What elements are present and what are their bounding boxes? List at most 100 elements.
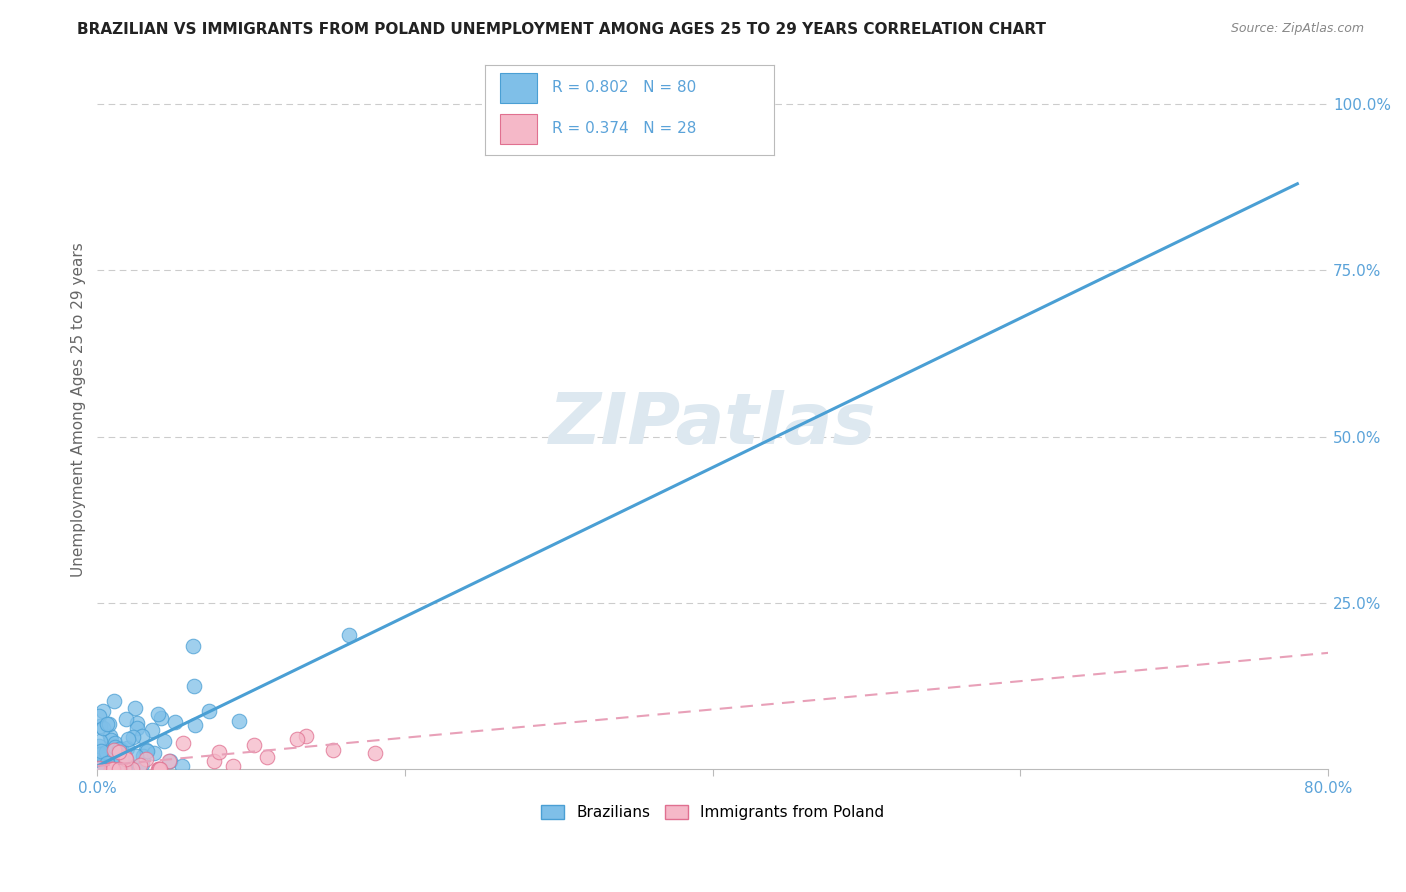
Point	[163, 714, 186, 729]
Point	[108, 762, 131, 776]
Point	[322, 743, 344, 757]
Point	[112, 758, 135, 772]
Point	[96, 761, 118, 775]
Point	[128, 762, 150, 776]
Point	[87, 709, 110, 723]
Point	[111, 762, 134, 776]
Text: BRAZILIAN VS IMMIGRANTS FROM POLAND UNEMPLOYMENT AMONG AGES 25 TO 29 YEARS CORRE: BRAZILIAN VS IMMIGRANTS FROM POLAND UNEM…	[77, 22, 1046, 37]
Point	[91, 721, 114, 735]
Point	[115, 762, 138, 776]
Point	[115, 756, 138, 771]
Point	[202, 754, 225, 768]
Point	[114, 750, 136, 764]
Point	[208, 745, 231, 759]
Point	[285, 732, 308, 747]
Point	[87, 762, 110, 776]
Point	[228, 714, 250, 729]
Text: Source: ZipAtlas.com: Source: ZipAtlas.com	[1230, 22, 1364, 36]
Y-axis label: Unemployment Among Ages 25 to 29 years: Unemployment Among Ages 25 to 29 years	[72, 243, 86, 577]
Point	[93, 752, 115, 766]
Point	[87, 762, 110, 776]
Point	[103, 742, 125, 756]
Point	[143, 746, 166, 760]
Point	[100, 762, 122, 776]
Point	[110, 752, 132, 766]
Point	[87, 762, 110, 776]
Point	[141, 723, 163, 737]
Point	[364, 746, 387, 760]
Point	[96, 756, 118, 770]
Point	[148, 762, 170, 776]
Point	[97, 762, 120, 776]
Point	[87, 761, 110, 775]
Point	[115, 752, 138, 766]
Point	[115, 741, 138, 756]
Point	[89, 747, 111, 761]
Point	[96, 717, 118, 731]
Point	[198, 704, 221, 718]
Point	[159, 754, 181, 768]
Point	[146, 706, 169, 721]
Point	[94, 749, 117, 764]
Point	[104, 762, 127, 776]
Point	[107, 742, 129, 756]
Point	[91, 704, 114, 718]
Point	[90, 762, 112, 776]
Point	[94, 762, 117, 776]
Point	[337, 628, 360, 642]
Point	[183, 639, 205, 653]
Point	[243, 738, 266, 752]
Point	[153, 733, 176, 747]
Point	[149, 762, 172, 776]
Point	[108, 745, 131, 759]
Point	[131, 757, 153, 772]
Point	[101, 748, 124, 763]
Point	[125, 748, 148, 763]
Point	[184, 717, 207, 731]
Point	[89, 719, 111, 733]
Point	[135, 752, 157, 766]
Point	[132, 748, 155, 763]
Point	[129, 758, 152, 772]
Point	[105, 762, 128, 776]
Point	[104, 741, 127, 756]
Point	[89, 739, 111, 754]
Point	[89, 734, 111, 748]
Point	[103, 762, 125, 776]
Point	[125, 721, 148, 735]
Point	[124, 701, 146, 715]
Point	[170, 758, 193, 772]
Point	[702, 96, 724, 111]
Point	[90, 743, 112, 757]
Point	[131, 729, 153, 743]
Point	[108, 762, 131, 776]
Point	[104, 736, 127, 750]
Point	[256, 749, 278, 764]
Point	[122, 730, 145, 744]
Point	[100, 762, 122, 776]
Point	[98, 757, 121, 772]
Point	[295, 729, 318, 743]
Point	[121, 762, 143, 776]
Point	[110, 741, 132, 756]
Point	[87, 759, 110, 773]
Point	[149, 711, 172, 725]
Point	[105, 762, 128, 776]
Text: ZIPatlas: ZIPatlas	[550, 390, 876, 458]
Point	[100, 754, 122, 768]
Point	[98, 716, 121, 731]
Point	[108, 762, 131, 776]
Point	[101, 762, 124, 776]
Point	[114, 712, 136, 726]
Point	[136, 743, 159, 757]
Point	[135, 743, 157, 757]
Point	[148, 762, 170, 776]
Point	[157, 754, 180, 768]
Point	[90, 762, 112, 776]
Point	[172, 736, 194, 750]
Point	[104, 740, 127, 755]
Point	[110, 762, 132, 776]
Legend: Brazilians, Immigrants from Poland: Brazilians, Immigrants from Poland	[534, 799, 890, 826]
Point	[107, 756, 129, 770]
Point	[114, 754, 136, 768]
